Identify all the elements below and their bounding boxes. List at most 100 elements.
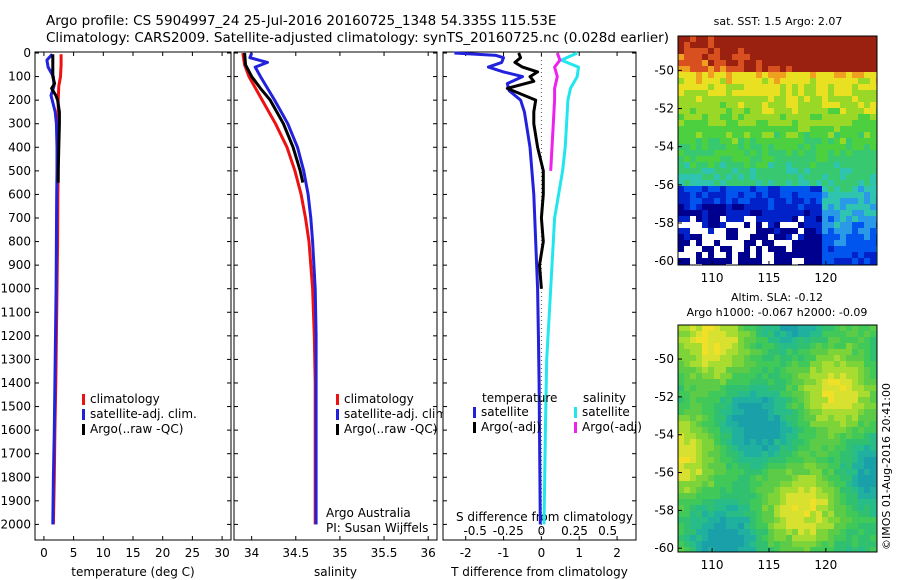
cell [774,54,780,60]
cell [762,120,768,126]
cell [864,421,870,427]
cell [780,349,786,355]
cell [828,42,834,48]
cell [750,234,756,240]
cell [744,343,750,349]
cell [792,487,798,493]
cell [858,204,864,210]
cell [846,90,852,96]
cell [774,343,780,349]
cell [732,228,738,234]
cell [816,403,822,409]
cell [732,409,738,415]
cell [768,144,774,150]
cell [744,216,750,222]
cell [780,54,786,60]
cell [756,499,762,505]
cell [816,234,822,240]
cell [846,529,852,535]
cell [792,523,798,529]
cell [834,547,840,552]
cell [780,222,786,228]
cell [798,547,804,552]
cell [810,36,816,42]
cell [744,228,750,234]
cell [690,481,696,487]
cell [696,144,702,150]
cell [816,397,822,403]
cell [714,535,720,541]
cell [840,337,846,343]
cell [738,102,744,108]
cell [762,60,768,66]
cell [732,60,738,66]
cell [726,90,732,96]
cell [720,535,726,541]
cell [792,415,798,421]
line-cyan [542,51,580,525]
cell [708,156,714,162]
cell [780,385,786,391]
cell [816,343,822,349]
cell [690,174,696,180]
cell [702,36,708,42]
cell [858,150,864,156]
cell [792,102,798,108]
cell [690,228,696,234]
cell [804,168,810,174]
cell [870,216,876,222]
cell [696,403,702,409]
cell [816,535,822,541]
cell [678,216,684,222]
cell [768,216,774,222]
cell [870,367,876,373]
cell [792,258,798,264]
cell [720,445,726,451]
cell [690,343,696,349]
cell [816,240,822,246]
cell [816,174,822,180]
cell [792,36,798,42]
cell [780,517,786,523]
cell [810,84,816,90]
cell [708,439,714,445]
cell [852,409,858,415]
cell [696,192,702,198]
cell [828,457,834,463]
cell [846,168,852,174]
cell [726,523,732,529]
cell [870,499,876,505]
cell [720,186,726,192]
cell [678,162,684,168]
cell [858,367,864,373]
cell [720,90,726,96]
cell [708,96,714,102]
cell [708,523,714,529]
cell [732,204,738,210]
cell [738,403,744,409]
cell [786,180,792,186]
cell [696,511,702,517]
cell [756,349,762,355]
cell [810,481,816,487]
cell [708,379,714,385]
cell [678,529,684,535]
cell [792,252,798,258]
cell [840,162,846,168]
cell [864,258,870,264]
cell [768,499,774,505]
cell [840,114,846,120]
cell [696,234,702,240]
cell [750,337,756,343]
cell [816,252,822,258]
cell [762,487,768,493]
cell [810,78,816,84]
cell [798,415,804,421]
cell [732,415,738,421]
cell [870,78,876,84]
cell [726,499,732,505]
cell [678,150,684,156]
cell [846,373,852,379]
cell [840,216,846,222]
cell [684,234,690,240]
